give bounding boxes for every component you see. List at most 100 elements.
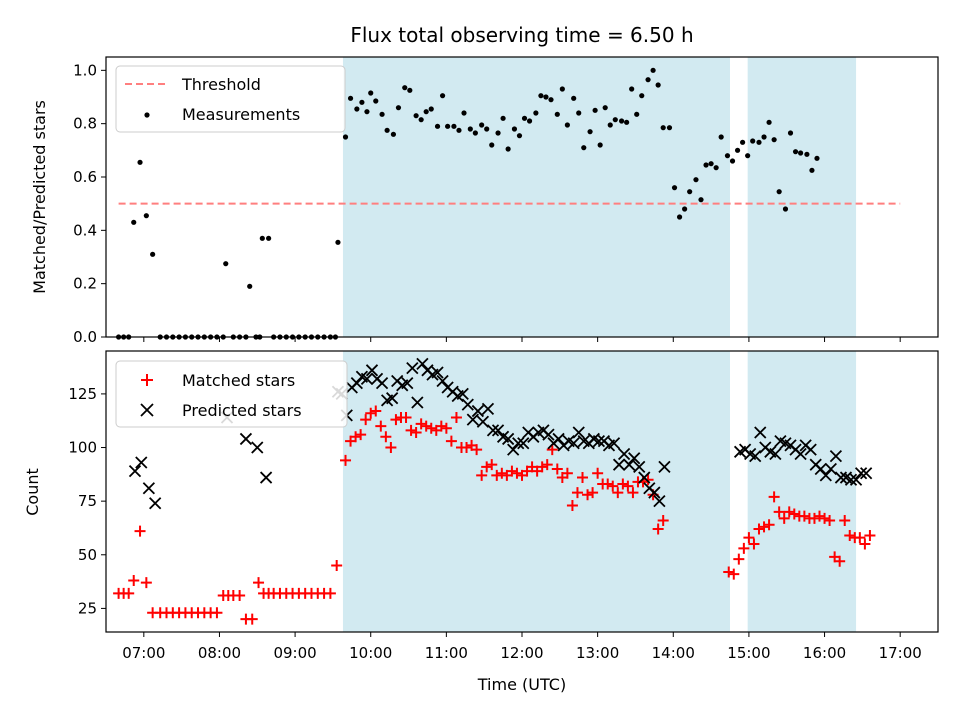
data-point xyxy=(500,115,506,121)
data-point xyxy=(259,235,265,241)
x-tick-label: 09:00 xyxy=(273,644,316,662)
data-point xyxy=(123,587,135,599)
data-point xyxy=(431,366,444,379)
data-point xyxy=(718,134,724,140)
data-point xyxy=(435,420,447,432)
data-point xyxy=(860,467,873,480)
data-point xyxy=(607,437,621,450)
data-point xyxy=(538,93,544,99)
data-point xyxy=(360,414,372,426)
data-point xyxy=(234,590,246,602)
data-point xyxy=(592,434,606,448)
data-point xyxy=(512,437,525,450)
x-tick-label: 11:00 xyxy=(425,644,468,662)
series-measurements xyxy=(116,67,820,340)
data-point xyxy=(627,487,639,499)
y-tick-label: 125 xyxy=(68,385,97,403)
data-point xyxy=(491,424,505,437)
data-point xyxy=(854,467,868,480)
legend-predicted-label: Predicted stars xyxy=(182,401,302,420)
data-point xyxy=(576,110,582,116)
data-point xyxy=(223,261,229,267)
data-point xyxy=(506,465,518,477)
data-point xyxy=(342,134,349,140)
observing-window-1 xyxy=(342,351,730,632)
data-point xyxy=(390,131,397,137)
data-point xyxy=(479,122,485,128)
bottom-plot-panel: 25 50 75 100 125 07:00 08:00 09:00 10:00 11:00 12… xyxy=(23,350,939,694)
data-point xyxy=(536,461,548,473)
data-point xyxy=(407,87,413,93)
data-point xyxy=(814,510,826,522)
data-point xyxy=(340,454,352,466)
data-point xyxy=(773,506,785,518)
data-point xyxy=(612,487,624,499)
data-point xyxy=(533,110,539,116)
data-point xyxy=(572,426,585,439)
data-point xyxy=(738,542,750,554)
data-point xyxy=(410,427,422,439)
data-point xyxy=(484,126,490,132)
data-point xyxy=(400,411,412,423)
data-point xyxy=(461,442,473,454)
y-tick-label: 0.8 xyxy=(73,115,97,133)
data-point xyxy=(445,123,451,129)
data-point xyxy=(849,473,863,486)
data-point xyxy=(798,510,810,522)
data-point xyxy=(577,472,589,484)
legend-matched-label: Matched stars xyxy=(182,371,295,390)
x-tick-label: 10:00 xyxy=(349,644,392,662)
data-point xyxy=(645,77,651,83)
data-point xyxy=(251,441,264,454)
data-point xyxy=(602,478,614,490)
y-tick-label: 1.0 xyxy=(73,61,97,79)
data-point xyxy=(624,119,630,125)
data-point xyxy=(581,145,587,151)
data-point xyxy=(456,387,469,401)
data-point xyxy=(567,437,580,450)
data-point xyxy=(406,362,419,375)
x-tick-label: 14:00 xyxy=(652,644,695,662)
data-point xyxy=(350,431,362,443)
data-point xyxy=(451,123,457,129)
data-point xyxy=(638,471,651,484)
data-point xyxy=(405,424,417,436)
data-point xyxy=(505,146,511,152)
data-point xyxy=(745,153,751,159)
data-point xyxy=(809,167,815,173)
data-point xyxy=(776,189,782,195)
data-point xyxy=(671,185,678,191)
data-point xyxy=(347,95,354,101)
data-point xyxy=(331,560,343,572)
data-point xyxy=(844,473,858,486)
data-point xyxy=(782,206,789,212)
data-point xyxy=(384,127,390,133)
data-point xyxy=(491,469,503,481)
data-point xyxy=(143,213,149,219)
data-point xyxy=(728,568,740,580)
x-tick-label: 08:00 xyxy=(198,644,241,662)
observing-window-1 xyxy=(342,57,730,337)
y-tick-label: 0.0 xyxy=(73,328,97,346)
data-point xyxy=(676,214,683,220)
data-point xyxy=(660,125,666,131)
data-point xyxy=(416,357,429,371)
data-point xyxy=(253,577,265,589)
data-point xyxy=(373,98,379,104)
y-tick-label: 0.4 xyxy=(73,221,97,239)
data-point xyxy=(390,414,402,426)
data-point xyxy=(652,523,664,535)
chart-title: Flux total observing time = 6.50 h xyxy=(350,23,693,47)
x-tick-label: 17:00 xyxy=(879,644,922,662)
top-legend: Threshold Measurements xyxy=(115,65,346,133)
data-point xyxy=(379,111,385,117)
data-point xyxy=(783,506,795,518)
data-point xyxy=(698,197,704,203)
data-point xyxy=(481,402,495,416)
data-point xyxy=(753,523,765,535)
data-point xyxy=(650,67,656,73)
data-point xyxy=(395,105,402,111)
data-point xyxy=(597,142,603,148)
data-point xyxy=(486,459,498,471)
